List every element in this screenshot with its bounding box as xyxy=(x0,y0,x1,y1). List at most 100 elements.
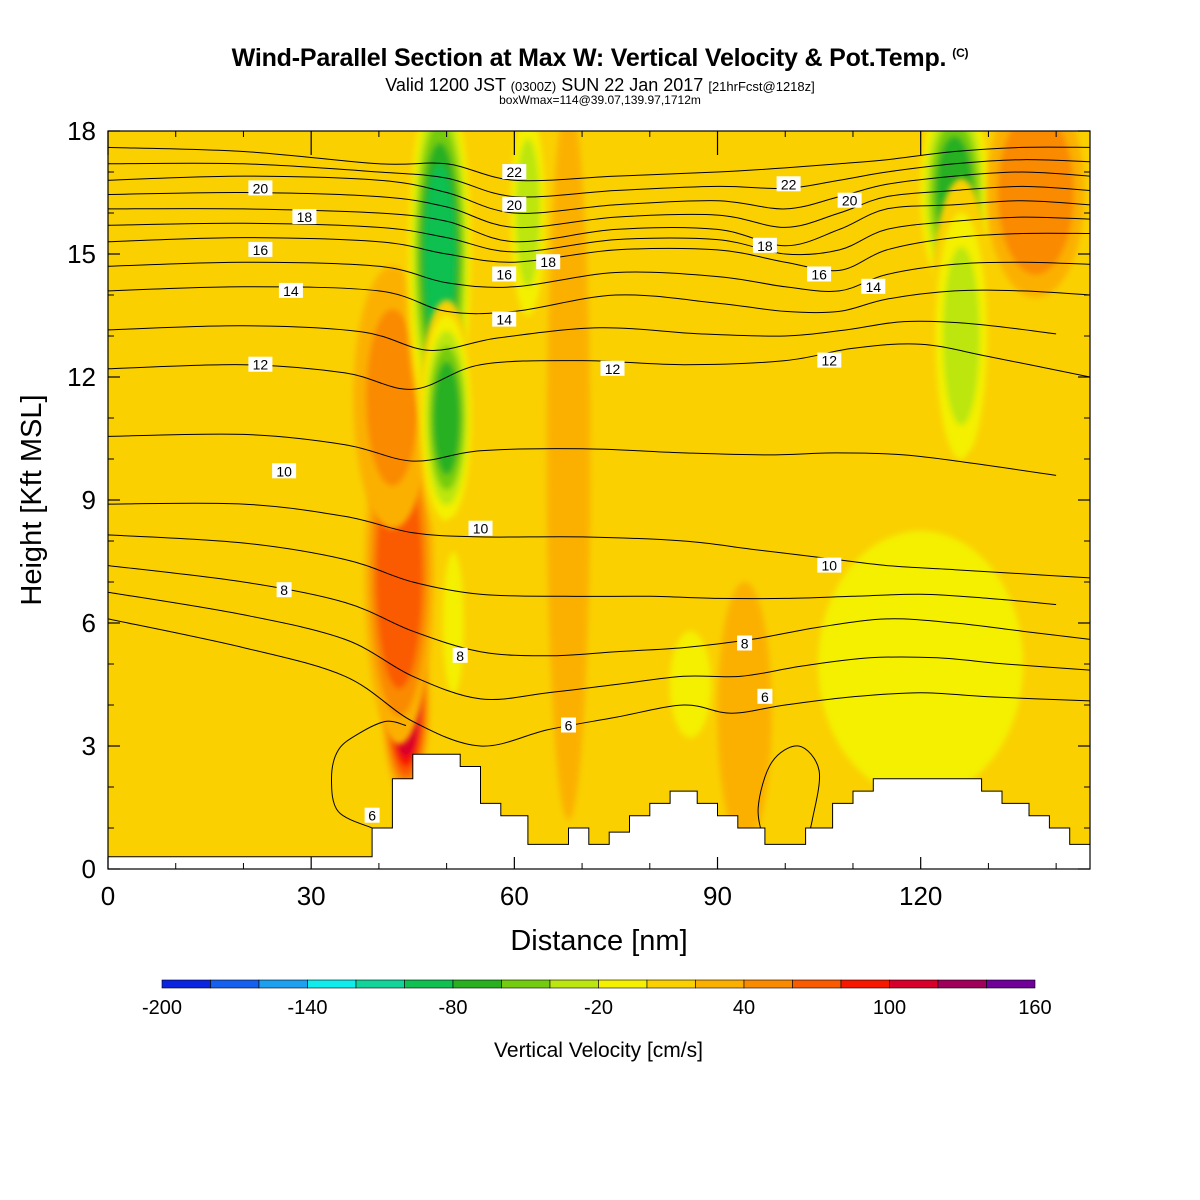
colorbar-swatch xyxy=(937,979,987,989)
theta-contour-20 xyxy=(108,171,1090,214)
contour-label-box xyxy=(837,192,862,208)
contour-label-box xyxy=(248,241,273,257)
x-tick-label: 0 xyxy=(101,881,115,911)
contour-label-box xyxy=(776,176,801,192)
contour-label-16: 16 xyxy=(492,266,517,283)
contour-label-box xyxy=(492,266,517,282)
contour-label-text: 12 xyxy=(605,361,621,377)
chart-subtitle: Valid 1200 JST (0300Z) SUN 22 Jan 2017 [… xyxy=(0,75,1200,96)
shading-level-updraft-95 xyxy=(726,624,763,802)
terrain xyxy=(107,753,1091,870)
shading-level-weak-down-85 xyxy=(669,631,711,738)
y-tick-label: 12 xyxy=(67,362,96,392)
contour-label-12: 12 xyxy=(248,356,273,373)
theta-contour-17 xyxy=(108,216,1090,256)
terrain-profile xyxy=(107,753,1091,870)
contour-label-22: 22 xyxy=(502,164,527,180)
contour-label-box xyxy=(737,635,753,651)
contour-label-box xyxy=(452,647,468,663)
x-tick-label: 120 xyxy=(899,881,942,911)
contour-label-text: 20 xyxy=(842,193,858,209)
y-tick-label: 6 xyxy=(82,608,96,638)
shading-downdraft-low xyxy=(438,518,469,728)
contour-label-box xyxy=(292,209,317,225)
contour-label-8: 8 xyxy=(452,647,468,664)
contour-label-box xyxy=(752,237,777,253)
contour-label-box xyxy=(561,717,576,733)
shading-level-downdraft-upper xyxy=(423,163,456,345)
shading-updraft-95 xyxy=(717,582,772,845)
contour-label-text: 22 xyxy=(507,164,523,180)
axes: 0 30 60 90 120 0 3 6 9 12 15 18 Distance [nm] Height … xyxy=(16,116,1091,957)
contour-label-text: 6 xyxy=(368,808,376,824)
contour-label-box xyxy=(276,582,292,598)
contour-label-text: 16 xyxy=(811,267,827,283)
contour-label-14: 14 xyxy=(278,282,303,299)
colorbar-swatch xyxy=(792,979,842,989)
contour-label-10: 10 xyxy=(468,520,493,537)
contour-label-box xyxy=(807,266,832,282)
colorbar-swatch xyxy=(501,979,551,989)
colorbar-swatch xyxy=(743,979,793,989)
contour-label-box xyxy=(364,807,380,823)
contour-label-6: 6 xyxy=(364,807,380,824)
theta-contour-8 xyxy=(108,565,1090,657)
contour-labels: 20 18 16 14 12 10 8 6 22 20 18 16 14 12 10 8 6 22 20 18 16 14… xyxy=(248,164,886,824)
colorbar-swatch xyxy=(258,979,308,989)
contour-label-text: 10 xyxy=(822,558,838,574)
colorbar: -200 -140 -80 -20 40 100 160 Vertical Velocity … xyxy=(142,979,1052,1062)
contour-label-box xyxy=(817,352,842,368)
contour-label-box xyxy=(757,688,773,704)
contour-label-text: 20 xyxy=(253,180,269,196)
colorbar-swatch xyxy=(161,979,211,989)
contour-label-14: 14 xyxy=(492,311,517,328)
y-tick-label: 0 xyxy=(82,854,96,884)
colorbar-tick-label: -200 xyxy=(142,997,182,1019)
colorbar-swatch xyxy=(307,979,357,989)
colorbar-swatch xyxy=(889,979,939,989)
contour-label-6: 6 xyxy=(561,717,576,734)
contour-label-text: 18 xyxy=(297,209,313,225)
contour-label-box xyxy=(861,278,886,294)
contour-label-box xyxy=(468,520,493,536)
contour-label-text: 14 xyxy=(866,279,882,295)
colorbar-tick-label: -80 xyxy=(439,997,468,1019)
contour-label-18: 18 xyxy=(752,237,777,254)
theta-contour-13 xyxy=(108,320,1057,351)
contour-label-box xyxy=(272,463,297,479)
colorbar-tick-label: 160 xyxy=(1018,997,1051,1019)
theta-contour-21 xyxy=(108,159,1090,198)
valid-utc: (0300Z) xyxy=(510,79,557,94)
contour-label-12: 12 xyxy=(817,352,842,369)
shading-level-updraft-upper xyxy=(366,308,419,487)
contour-label-text: 12 xyxy=(822,353,838,369)
contour-label-text: 14 xyxy=(283,283,299,299)
contour-label-box xyxy=(502,164,527,179)
contour-label-box xyxy=(817,557,842,573)
x-tick-label: 90 xyxy=(703,881,732,911)
contour-label-20: 20 xyxy=(837,192,862,209)
contour-label-box xyxy=(248,180,273,196)
contour-label-text: 12 xyxy=(253,357,269,373)
contour-label-8: 8 xyxy=(737,635,753,652)
shading-level-updraft-mid xyxy=(381,486,417,662)
shading-weak-down-85 xyxy=(660,605,721,764)
y-tick-label: 18 xyxy=(67,116,96,146)
contour-label-text: 20 xyxy=(507,197,523,213)
theta-contour-18 xyxy=(108,200,1090,247)
box-info: boxWmax=114@39.07,139.97,1712m xyxy=(499,93,701,107)
colorbar-swatch xyxy=(598,979,648,989)
forecast-info: [21hrFcst@1218z] xyxy=(708,79,815,94)
theta-contour-15 xyxy=(108,261,1090,292)
colorbar-swatch xyxy=(404,979,454,989)
shading-level-downdraft-low xyxy=(443,552,464,694)
theta-contour-22 xyxy=(108,146,1090,182)
colorbar-tick-label: 40 xyxy=(733,997,755,1019)
closed-loop-right xyxy=(757,745,821,845)
shading-updraft-68 xyxy=(546,131,591,820)
shading-level-updraft-68 xyxy=(553,215,584,703)
theta-contour-7 xyxy=(108,591,1090,700)
contour-label-box xyxy=(278,282,303,298)
contour-label-18: 18 xyxy=(536,254,561,270)
valid-date: SUN 22 Jan 2017 xyxy=(561,75,704,95)
